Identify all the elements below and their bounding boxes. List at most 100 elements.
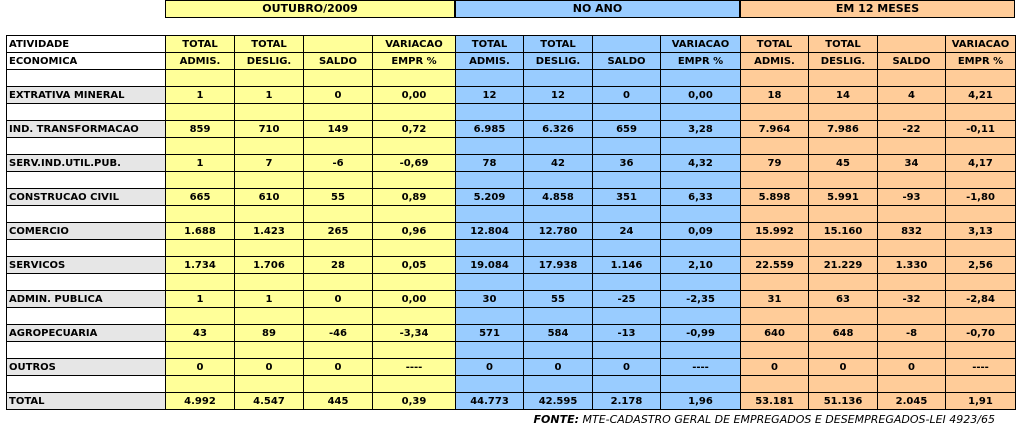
spacer-cell <box>945 103 1016 121</box>
spacer-cell <box>740 273 809 291</box>
value-cell: 0,00 <box>660 86 741 104</box>
column-header: SALDO <box>592 52 661 70</box>
activity-label: SERVICOS <box>6 256 166 274</box>
column-header: TOTAL <box>523 35 593 53</box>
spacer-cell <box>592 273 661 291</box>
value-cell: 1,96 <box>660 392 741 410</box>
spacer-cell <box>523 307 593 325</box>
spacer-cell <box>660 137 741 155</box>
value-cell: 21.229 <box>808 256 878 274</box>
value-cell: 665 <box>165 188 235 206</box>
spacer-cell <box>6 375 166 393</box>
value-cell: 351 <box>592 188 661 206</box>
spacer-cell <box>660 69 741 87</box>
data-row: TOTAL 4.992 4.547 445 0,39 44.773 42.595 2.178 1… <box>6 392 1016 410</box>
spacer-cell <box>523 103 593 121</box>
spacer-cell <box>6 171 166 189</box>
value-cell: 43 <box>165 324 235 342</box>
spacer-cell <box>808 205 878 223</box>
activity-label: TOTAL <box>6 392 166 410</box>
spacer-cell <box>234 137 304 155</box>
spacer-cell <box>165 103 235 121</box>
column-header: SALDO <box>877 52 946 70</box>
value-cell: 79 <box>740 154 809 172</box>
spacer-cell <box>234 273 304 291</box>
spacer-cell <box>592 171 661 189</box>
spacer-cell <box>303 273 373 291</box>
value-cell: 7 <box>234 154 304 172</box>
value-cell: 0 <box>740 358 809 376</box>
spacer-cell <box>234 307 304 325</box>
spacer-cell <box>945 239 1016 257</box>
spacer-cell <box>165 205 235 223</box>
value-cell: -22 <box>877 120 946 138</box>
column-header: EMPR % <box>945 52 1016 70</box>
value-cell: 1.146 <box>592 256 661 274</box>
column-header: TOTAL <box>455 35 524 53</box>
value-cell: 78 <box>455 154 524 172</box>
spacer-cell <box>455 69 524 87</box>
data-row: OUTROS 0 0 0 ---- 0 0 0 ---- 0 0 0 ---- <box>6 358 1016 376</box>
spacer-cell <box>945 273 1016 291</box>
spacer-cell <box>372 273 456 291</box>
value-cell: 571 <box>455 324 524 342</box>
data-row: COMERCIO 1.688 1.423 265 0,96 12.804 12.780 24 0… <box>6 222 1016 240</box>
column-header: EMPR % <box>372 52 456 70</box>
value-cell: 2,10 <box>660 256 741 274</box>
value-cell: 15.160 <box>808 222 878 240</box>
spacer-cell <box>523 273 593 291</box>
column-header: DESLIG. <box>234 52 304 70</box>
value-cell: -2,84 <box>945 290 1016 308</box>
data-row: SERV.IND.UTIL.PUB. 1 7 -6 -0,69 78 42 36 4,32 79 4… <box>6 154 1016 172</box>
spacer-cell <box>234 69 304 87</box>
spacer-cell <box>945 205 1016 223</box>
spacer-cell <box>234 205 304 223</box>
spacer-cell <box>455 171 524 189</box>
spacer-cell <box>808 273 878 291</box>
spacer-row <box>6 137 1016 155</box>
activity-label: COMERCIO <box>6 222 166 240</box>
value-cell: 51.136 <box>808 392 878 410</box>
column-header: TOTAL <box>740 35 809 53</box>
spacer-cell <box>303 205 373 223</box>
value-cell: 1 <box>234 86 304 104</box>
spacer-cell <box>6 137 166 155</box>
column-header <box>303 35 373 53</box>
spacer-cell <box>808 307 878 325</box>
spacer-cell <box>660 171 741 189</box>
value-cell: -3,34 <box>372 324 456 342</box>
value-cell: -0,69 <box>372 154 456 172</box>
value-cell: 0,00 <box>372 86 456 104</box>
spacer-cell <box>523 137 593 155</box>
data-row: EXTRATIVA MINERAL 1 1 0 0,00 12 12 0 0,00 18 14 4 4,… <box>6 86 1016 104</box>
value-cell: 1 <box>165 86 235 104</box>
header-row: ATIVIDADE TOTAL TOTAL VARIACAO TOTAL TOTAL VAR… <box>6 35 1016 53</box>
spacer-cell <box>303 103 373 121</box>
spacer-cell <box>234 103 304 121</box>
spacer-cell <box>455 239 524 257</box>
spacer-cell <box>592 239 661 257</box>
column-header: EMPR % <box>660 52 741 70</box>
spacer-cell <box>877 205 946 223</box>
spacer-cell <box>303 375 373 393</box>
value-cell: 1 <box>165 154 235 172</box>
spacer-cell <box>372 375 456 393</box>
spacer-row <box>6 307 1016 325</box>
value-cell: 0 <box>592 358 661 376</box>
value-cell: 0 <box>234 358 304 376</box>
value-cell: 659 <box>592 120 661 138</box>
spacer-cell <box>592 341 661 359</box>
value-cell: 710 <box>234 120 304 138</box>
value-cell: 12.780 <box>523 222 593 240</box>
value-cell: 42.595 <box>523 392 593 410</box>
spacer-row <box>6 205 1016 223</box>
spacer-cell <box>372 137 456 155</box>
spacer-cell <box>165 273 235 291</box>
employment-table: ATIVIDADE TOTAL TOTAL VARIACAO TOTAL TOTAL VAR… <box>6 35 1016 410</box>
value-cell: 1,91 <box>945 392 1016 410</box>
spacer-cell <box>234 341 304 359</box>
spacer-cell <box>877 375 946 393</box>
spacer-row <box>6 375 1016 393</box>
spacer-cell <box>165 307 235 325</box>
